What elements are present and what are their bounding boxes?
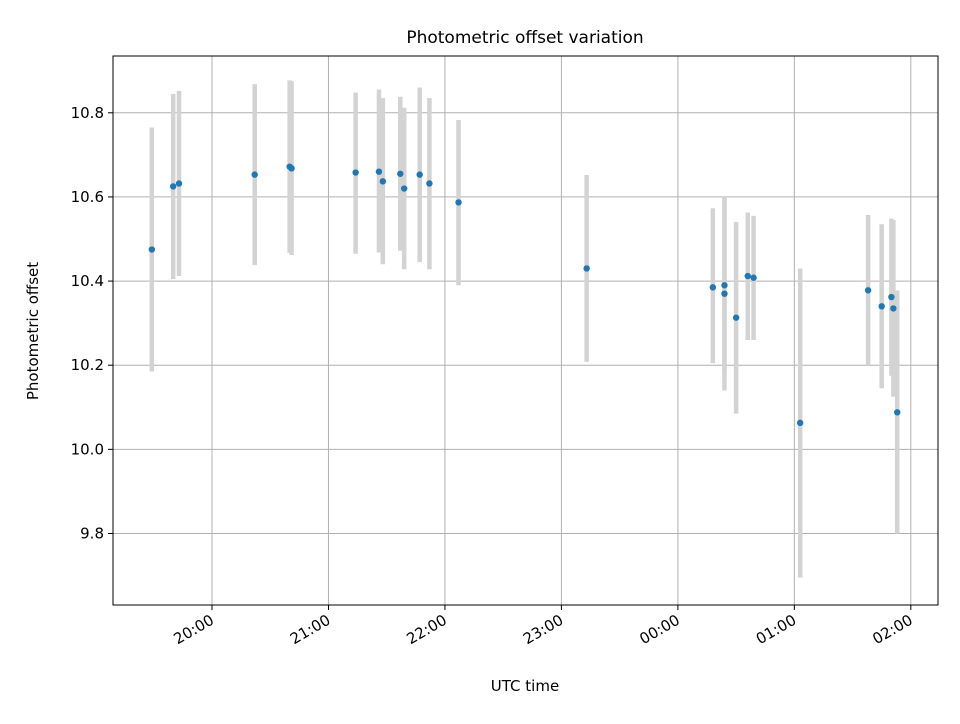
data-point <box>732 314 740 321</box>
y-axis-label: Photometric offset <box>24 262 42 400</box>
data-point <box>397 170 404 177</box>
data-point <box>148 246 156 253</box>
data-point <box>721 290 728 297</box>
y-tick-label: 9.8 <box>80 524 104 542</box>
data-point <box>169 183 177 190</box>
data-point <box>288 165 295 172</box>
data-point <box>878 303 885 310</box>
data-point <box>416 171 423 178</box>
data-point <box>888 293 895 301</box>
y-axis-ticks: 9.8 10.0 10.2 10.4 10.6 10.8 <box>71 104 113 542</box>
data-point <box>744 272 751 280</box>
data-point <box>890 305 897 312</box>
y-tick-label: 10.6 <box>71 188 104 206</box>
data-point <box>750 274 757 281</box>
y-tick-label: 10.8 <box>71 104 104 122</box>
data-point <box>400 185 408 192</box>
y-tick-label: 10.0 <box>71 440 104 458</box>
data-point <box>864 287 872 294</box>
y-tick-label: 10.2 <box>71 356 104 374</box>
plot-frame <box>112 55 939 606</box>
x-axis-label: UTC time <box>491 677 559 695</box>
data-point <box>709 284 717 291</box>
chart-title: Photometric offset variation <box>406 28 643 48</box>
data-point <box>894 409 901 416</box>
data-point <box>426 180 433 187</box>
data-point <box>583 265 590 272</box>
data-point <box>175 180 183 187</box>
data-point <box>796 419 804 427</box>
data-point <box>375 168 383 175</box>
y-tick-label: 10.4 <box>71 272 104 290</box>
data-point <box>352 169 359 176</box>
data-point <box>455 199 462 206</box>
data-point <box>379 178 387 185</box>
data-point <box>251 171 258 178</box>
data-points <box>148 163 901 427</box>
data-point <box>721 282 728 289</box>
